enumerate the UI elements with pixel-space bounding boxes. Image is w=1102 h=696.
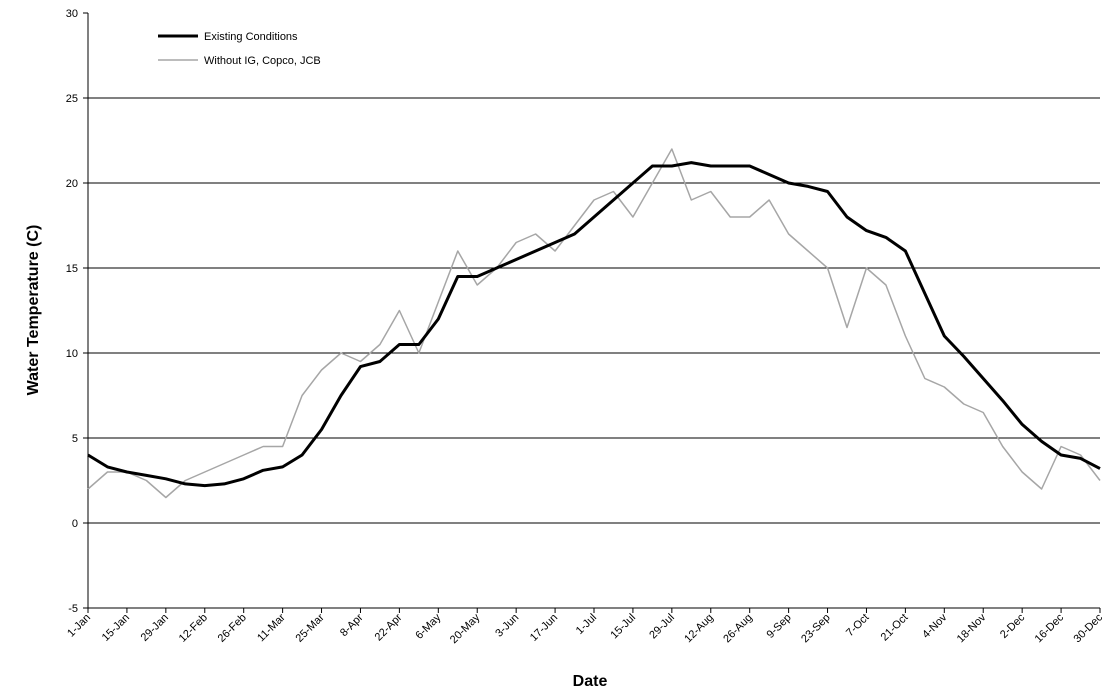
x-tick-label: 15-Jul xyxy=(608,612,638,642)
x-tick-label: 12-Feb xyxy=(177,612,210,645)
x-tick-label: 25-Mar xyxy=(294,611,327,644)
x-tick-label: 11-Mar xyxy=(255,611,288,644)
x-tick-label: 9-Sep xyxy=(764,612,793,641)
y-tick-label: 25 xyxy=(66,93,78,105)
y-tick-label: -5 xyxy=(68,603,78,615)
x-tick-label: 12-Aug xyxy=(682,612,716,646)
x-tick-label: 29-Jul xyxy=(647,612,677,642)
y-tick-label: 15 xyxy=(66,263,78,275)
y-tick-label: 30 xyxy=(66,8,78,20)
x-tick-label: 1-Jul xyxy=(574,612,599,637)
legend-label: Existing Conditions xyxy=(204,31,298,43)
x-tick-label: 18-Nov xyxy=(955,611,989,645)
x-tick-label: 26-Feb xyxy=(216,612,249,645)
y-tick-label: 5 xyxy=(72,433,78,445)
x-tick-label: 21-Oct xyxy=(879,612,911,644)
y-tick-label: 20 xyxy=(66,178,78,190)
x-tick-label: 1-Jan xyxy=(65,612,93,640)
x-tick-label: 4-Nov xyxy=(920,611,950,641)
series-line xyxy=(87,148,1101,499)
y-axis-title: Water Temperature (C) xyxy=(25,225,42,396)
x-tick-label: 16-Dec xyxy=(1033,611,1067,645)
x-tick-label: 3-Jun xyxy=(493,612,521,640)
x-tick-label: 6-May xyxy=(413,611,443,641)
x-axis-title: Date xyxy=(573,673,608,690)
x-tick-label: 22-Apr xyxy=(373,611,405,643)
x-tick-label: 8-Apr xyxy=(338,611,366,639)
x-tick-label: 17-Jun xyxy=(528,612,560,644)
y-tick-label: 10 xyxy=(66,348,78,360)
x-tick-label: 29-Jan xyxy=(139,612,171,644)
x-tick-label: 23-Sep xyxy=(799,612,833,646)
legend-label: Without IG, Copco, JCB xyxy=(204,55,321,67)
series-line xyxy=(87,161,1101,488)
x-tick-label: 30-Dec xyxy=(1072,611,1102,645)
y-tick-label: 0 xyxy=(72,518,78,530)
x-tick-label: 2-Dec xyxy=(998,611,1028,641)
x-tick-label: 15-Jan xyxy=(100,612,132,644)
x-tick-label: 7-Oct xyxy=(844,612,872,640)
x-tick-label: 26-Aug xyxy=(721,612,755,646)
x-tick-label: 20-May xyxy=(448,611,483,646)
